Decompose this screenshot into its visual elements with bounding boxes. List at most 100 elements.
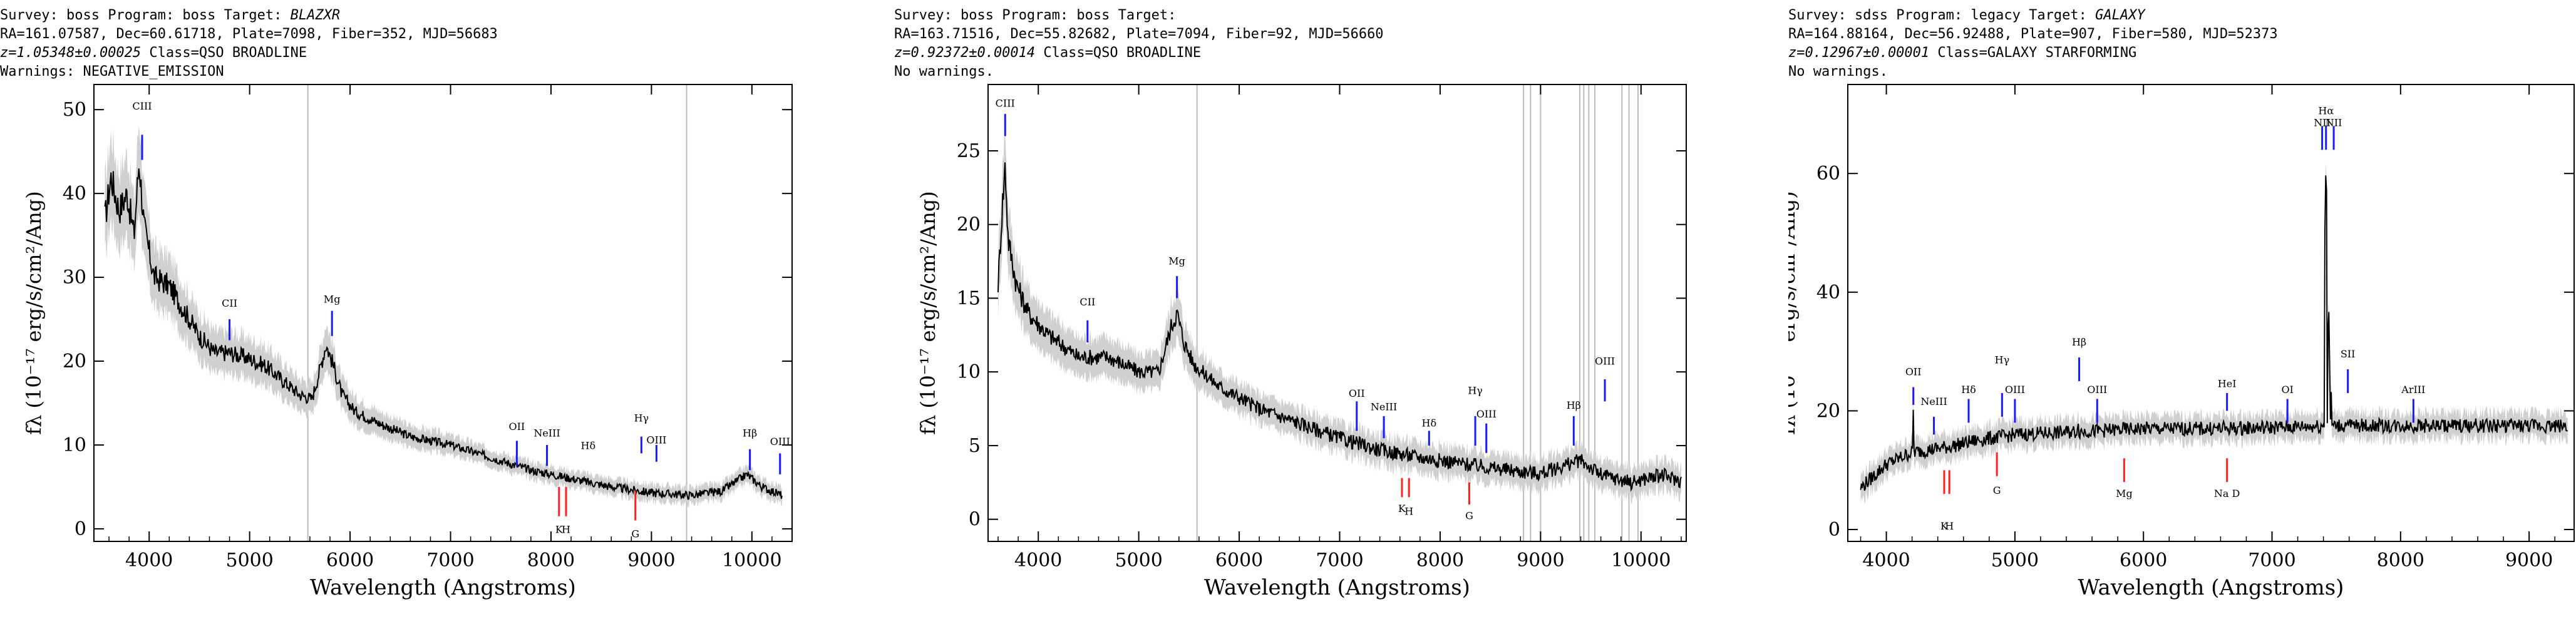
emission-line-label: Mg — [1168, 255, 1185, 267]
spectrum-panel-3: Survey: sdss Program: legacy Target: GAL… — [1788, 0, 2576, 619]
y-tick-label: 20 — [957, 214, 981, 236]
emission-line-label: OIII — [770, 436, 790, 448]
emission-line-label: CII — [1079, 296, 1095, 308]
y-tick-label: 15 — [957, 287, 981, 309]
x-tick-label: 7000 — [1316, 550, 1363, 571]
emission-line-label: Hδ — [1961, 384, 1976, 396]
emission-line-label: Hβ — [743, 427, 757, 439]
spectrum-panel-1: Survey: boss Program: boss Target: BLAZX… — [0, 0, 858, 619]
spectrum-line — [997, 162, 1682, 492]
x-tick-label: 9000 — [2505, 550, 2553, 571]
absorption-line-label: Na D — [2214, 488, 2240, 499]
emission-line-label: OIII — [2005, 384, 2025, 396]
x-tick-label: 4000 — [1014, 550, 1062, 571]
y-tick-label: 50 — [63, 99, 86, 121]
plot-frame — [93, 84, 793, 542]
error-band — [105, 125, 783, 508]
y-axis-label: fλ (10⁻¹⁷ erg/s/cm²/Ang) — [916, 191, 940, 434]
emission-line-label: OIII — [646, 434, 666, 446]
y-tick-label: 40 — [63, 183, 86, 205]
spectrum-line — [104, 168, 783, 500]
x-tick-label: 10000 — [722, 550, 781, 571]
x-axis-label: Wavelength (Angstroms) — [310, 575, 576, 600]
y-tick-label: 0 — [1828, 519, 1840, 541]
x-tick-label: 4000 — [1862, 550, 1910, 571]
emission-line-label: OIII — [2087, 384, 2107, 396]
y-tick-label: 10 — [957, 361, 981, 383]
y-tick-label: 0 — [75, 518, 86, 540]
emission-line-label: CII — [222, 297, 237, 309]
emission-line-label: SII — [2341, 348, 2356, 360]
absorption-line-label: G — [1465, 510, 1473, 522]
y-tick-label: 20 — [63, 350, 86, 372]
x-tick-label: 6000 — [2120, 550, 2167, 571]
spectrum-line — [1860, 175, 2568, 491]
y-tick-label: 40 — [1816, 282, 1840, 304]
x-axis-label: Wavelength (Angstroms) — [1204, 575, 1470, 600]
y-axis-label: fλ (10⁻¹⁷ erg/s/cm²/Ang) — [1788, 191, 1800, 434]
emission-line-label: Hβ — [1567, 399, 1581, 411]
emission-line-label: OIII — [1476, 408, 1497, 420]
emission-line-label: OI — [2281, 384, 2293, 396]
emission-line-label: NII — [2314, 116, 2331, 128]
emission-line-label: NeIII — [1920, 396, 1947, 407]
emission-line-label: OII — [1905, 366, 1922, 378]
x-tick-label: 8000 — [1416, 550, 1464, 571]
emission-line-label: OII — [1349, 387, 1365, 399]
x-tick-label: 5000 — [1991, 550, 2039, 571]
absorption-line-label: K — [1398, 503, 1406, 514]
x-tick-label: 9000 — [627, 550, 675, 571]
absorption-line-label: K — [555, 524, 564, 536]
error-band — [1860, 162, 2568, 504]
x-tick-label: 9000 — [1517, 550, 1564, 571]
absorption-line-label: K — [1940, 520, 1949, 532]
emission-line-label: NeIII — [1371, 401, 1397, 412]
y-tick-label: 30 — [63, 267, 86, 289]
x-tick-label: 8000 — [2377, 550, 2424, 571]
x-tick-label: 7000 — [426, 550, 474, 571]
emission-line-label: Hδ — [1421, 417, 1436, 429]
emission-line-label: OIII — [1595, 355, 1615, 367]
spectrum-header-1: Survey: boss Program: boss Target: BLAZX… — [0, 8, 498, 79]
emission-line-label: Hγ — [1468, 385, 1483, 397]
emission-line-label: Mg — [324, 293, 341, 305]
emission-line-label: NeIII — [533, 427, 560, 439]
x-tick-label: 6000 — [1215, 550, 1263, 571]
spectrum-panel-2: Survey: boss Program: boss Target: RA=16… — [894, 0, 1753, 619]
y-tick-label: 20 — [1816, 400, 1840, 422]
absorption-line-label: G — [631, 528, 639, 540]
y-tick-label: 60 — [1816, 163, 1840, 185]
emission-line-label: Hα — [2318, 105, 2334, 116]
emission-line-label: Hδ — [581, 440, 596, 452]
spectrum-header-3: Survey: sdss Program: legacy Target: GAL… — [1788, 8, 2278, 79]
plot-frame — [987, 84, 1687, 542]
x-tick-label: 5000 — [1115, 550, 1162, 571]
spectrum-plot-1: CIII CII Mg OII NeIII Hδ Hγ OIII Hβ OIII KH G 4000 50… — [22, 84, 793, 600]
x-tick-label: 6000 — [326, 550, 374, 571]
emission-line-label: Hγ — [1995, 354, 2010, 366]
y-tick-label: 10 — [63, 434, 86, 456]
x-tick-label: 10000 — [1611, 550, 1671, 571]
plot-frame — [1847, 84, 2575, 542]
emission-line-label: OII — [509, 421, 525, 432]
emission-line-label: HeI — [2218, 378, 2237, 390]
emission-line-label: Hβ — [2072, 336, 2086, 348]
y-tick-label: 0 — [969, 509, 981, 531]
emission-line-label: NII — [2326, 116, 2342, 128]
y-tick-label: 5 — [969, 435, 981, 457]
absorption-line-label: G — [1993, 484, 2001, 496]
emission-line-label: CIII — [132, 100, 152, 112]
y-axis-label: fλ (10⁻¹⁷ erg/s/cm²/Ang) — [22, 191, 46, 434]
x-tick-label: 4000 — [125, 550, 173, 571]
y-tick-label: 25 — [957, 140, 981, 162]
absorption-line-label: H — [1404, 506, 1413, 518]
emission-line-label: ArIII — [2401, 384, 2425, 396]
absorption-line-label: Mg — [2116, 488, 2133, 499]
absorption-line-label: H — [562, 524, 570, 536]
error-band — [998, 120, 1681, 504]
emission-line-label: CIII — [996, 97, 1015, 109]
x-tick-label: 5000 — [225, 550, 273, 571]
spectrum-header-2: Survey: boss Program: boss Target: RA=16… — [894, 8, 1384, 79]
